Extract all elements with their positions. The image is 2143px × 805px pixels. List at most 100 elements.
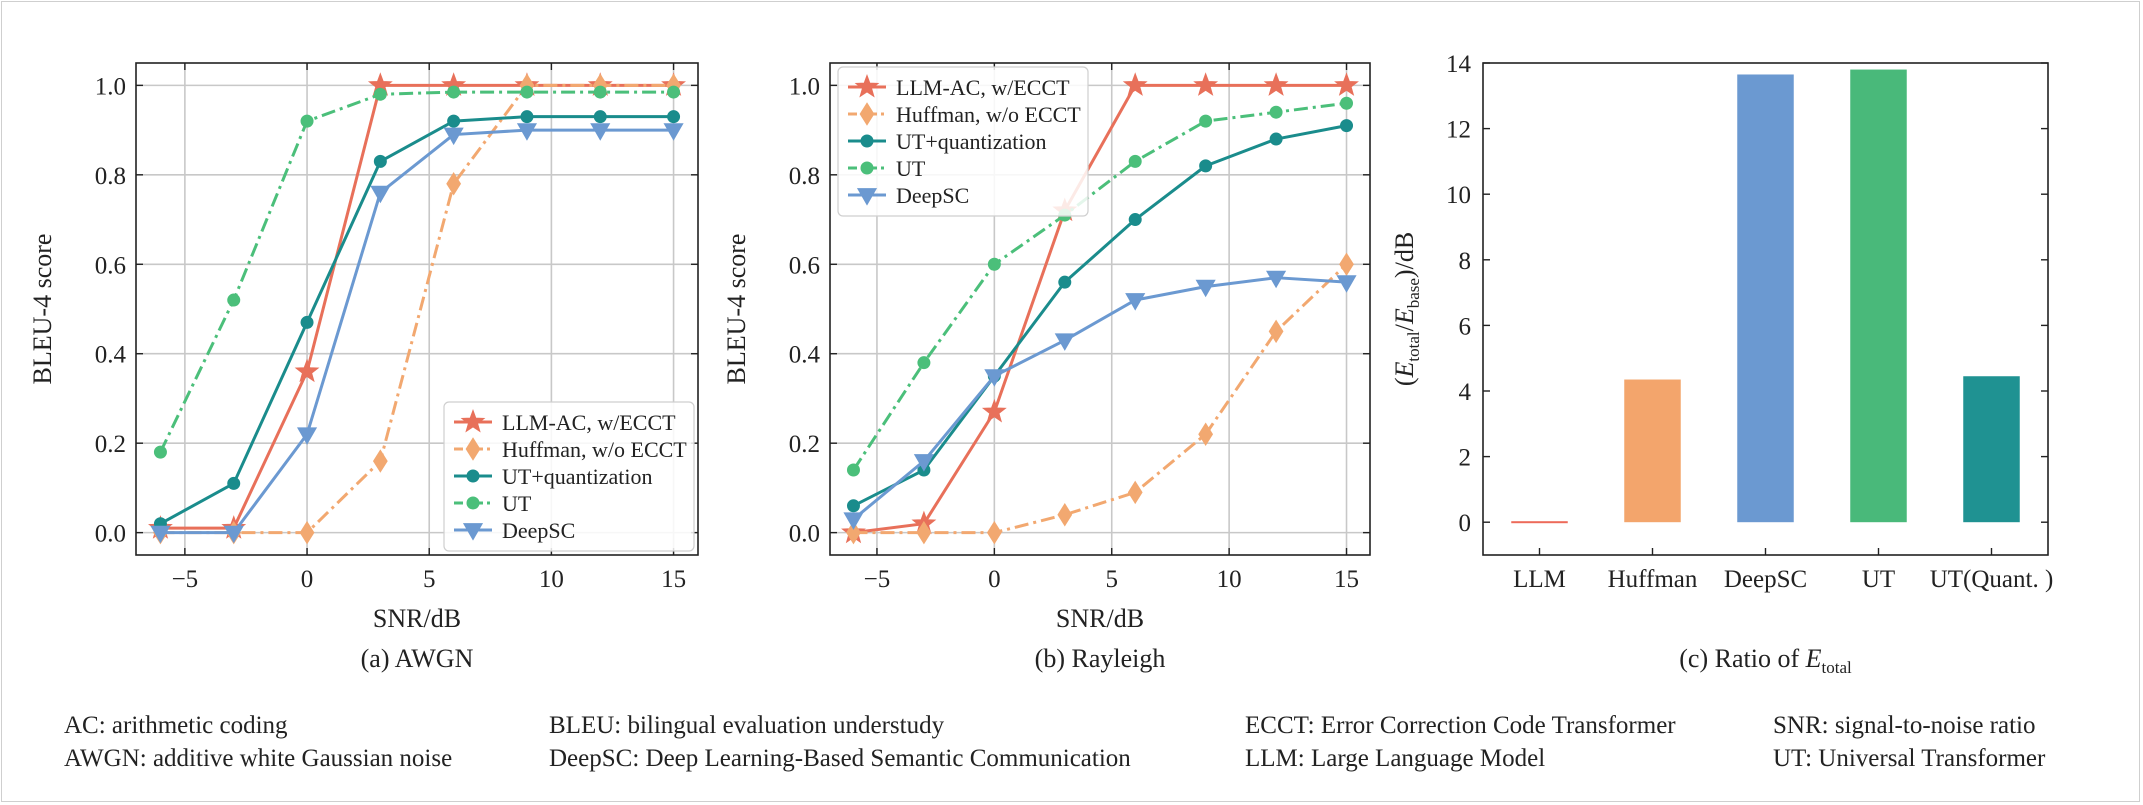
- y-axis-label: BLEU-4 score: [28, 234, 57, 385]
- data-point: [1057, 503, 1073, 527]
- data-point: [300, 315, 314, 329]
- data-point: [447, 85, 461, 99]
- data-point: [1125, 293, 1146, 311]
- data-point: [1195, 279, 1216, 298]
- data-point: [443, 127, 464, 146]
- legend-label: Huffman, w/o ECCT: [896, 102, 1081, 127]
- series-4: [150, 123, 684, 544]
- data-point: [296, 427, 318, 445]
- legend-label: UT: [896, 156, 926, 181]
- bar-chart-2: LLM Huffman DeepSC UT UT(Quant. ) 0 2 4 6 8 10 12 14…: [1390, 51, 2053, 677]
- data-point: [987, 257, 1001, 271]
- data-point: [913, 454, 934, 472]
- category-label: LLM: [1513, 566, 1566, 593]
- x-tick-label: −5: [864, 566, 891, 593]
- data-point: [1122, 72, 1148, 96]
- data-point: [1268, 319, 1284, 344]
- footnote-bleu: BLEU: bilingual evaluation understudy: [549, 712, 945, 739]
- data-point: [1269, 105, 1283, 119]
- figure-canvas: −5 0 5 10 15 0.0 0.2 0.4 0.6 0.8 1.0 SNR/dB BLEU-4 s…: [28, 51, 2053, 677]
- series-line: [160, 83, 674, 535]
- data-point: [981, 398, 1007, 423]
- legend-marker: [466, 469, 480, 483]
- legend-box: [443, 401, 695, 552]
- data-point: [846, 499, 860, 513]
- y-tick-label: 0.8: [95, 163, 126, 190]
- series-line: [160, 83, 674, 530]
- plot-frame: [1482, 62, 2049, 556]
- y-tick-label: 0.0: [789, 521, 820, 548]
- footnote-ecct: ECCT: Error Correction Code Transformer: [1245, 712, 1676, 739]
- y-axis-label: (Etotal/Ebase)/dB: [1390, 232, 1423, 386]
- data-point: [1127, 480, 1143, 505]
- y-tick-label: 4: [1459, 379, 1472, 406]
- data-point: [593, 110, 607, 124]
- y-axis-label: BLEU-4 score: [722, 234, 751, 385]
- x-tick-label: 15: [661, 566, 686, 593]
- series-line: [853, 83, 1347, 535]
- category-label: Huffman: [1608, 566, 1698, 593]
- data-point: [1340, 96, 1354, 110]
- legend-label: UT: [502, 491, 532, 516]
- x-tick-label: 5: [1105, 566, 1118, 593]
- plot-frame: [829, 62, 1371, 556]
- data-point: [593, 85, 607, 99]
- data-point: [1263, 72, 1289, 96]
- x-axis-label: SNR/dB: [373, 604, 461, 633]
- y-tick-label: 0.4: [789, 342, 821, 369]
- data-point: [984, 369, 1005, 387]
- footnote-deepsc: DeepSC: Deep Learning-Based Semantic Com…: [549, 745, 1131, 772]
- legend-label: DeepSC: [502, 518, 575, 543]
- chart-caption: (c) Ratio of Etotal: [1679, 644, 1852, 677]
- legend-marker: [856, 188, 878, 206]
- y-tick-label: 0.2: [95, 431, 126, 458]
- y-tick-label: 14: [1446, 51, 1472, 78]
- series-2: [846, 119, 1354, 513]
- series-line: [853, 263, 1348, 535]
- bar: [1624, 379, 1681, 523]
- data-point: [1128, 213, 1142, 227]
- legend-marker: [854, 73, 880, 98]
- bar: [1511, 521, 1568, 524]
- legend-marker: [860, 134, 874, 148]
- bar: [1737, 74, 1794, 523]
- data-point: [1198, 422, 1214, 446]
- series-line: [159, 90, 674, 453]
- data-point: [299, 520, 315, 545]
- y-tick-label: 0.4: [95, 342, 127, 369]
- data-point: [223, 525, 244, 544]
- legend-label: UT+quantization: [896, 129, 1046, 154]
- series-line: [159, 115, 674, 526]
- footnote-ac: AC: arithmetic coding: [64, 712, 288, 739]
- data-point: [916, 520, 932, 545]
- y-tick-label: 0.0: [95, 521, 126, 548]
- legend-marker: [460, 408, 486, 433]
- data-point: [1199, 114, 1213, 128]
- data-point: [1054, 333, 1075, 351]
- x-tick-label: 0: [988, 566, 1001, 593]
- y-tick-label: 6: [1459, 313, 1472, 340]
- data-point: [370, 185, 391, 204]
- data-point: [667, 85, 681, 99]
- data-point: [1340, 119, 1354, 133]
- data-point: [846, 520, 861, 545]
- x-axis-label: SNR/dB: [1056, 604, 1144, 633]
- data-point: [520, 110, 534, 124]
- data-point: [843, 512, 864, 530]
- line-chart-1: −5 0 5 10 15 0.0 0.2 0.4 0.6 0.8 1.0 SNR/dB BLEU-4 s…: [722, 62, 1371, 673]
- data-point: [227, 293, 241, 307]
- y-tick-label: 2: [1459, 445, 1472, 472]
- series-3: [846, 96, 1354, 477]
- x-tick-label: 15: [1334, 566, 1359, 593]
- x-tick-label: 10: [1217, 566, 1242, 593]
- data-point: [227, 476, 241, 490]
- footnotes: AC: arithmetic coding AWGN: additive whi…: [0, 708, 2143, 788]
- y-tick-label: 0.8: [789, 163, 820, 190]
- data-point: [373, 154, 387, 168]
- footnote-awgn: AWGN: additive white Gaussian noise: [64, 745, 453, 772]
- data-point: [917, 356, 931, 370]
- data-point: [372, 449, 388, 473]
- legend-label: LLM-AC, w/ECCT: [896, 75, 1070, 100]
